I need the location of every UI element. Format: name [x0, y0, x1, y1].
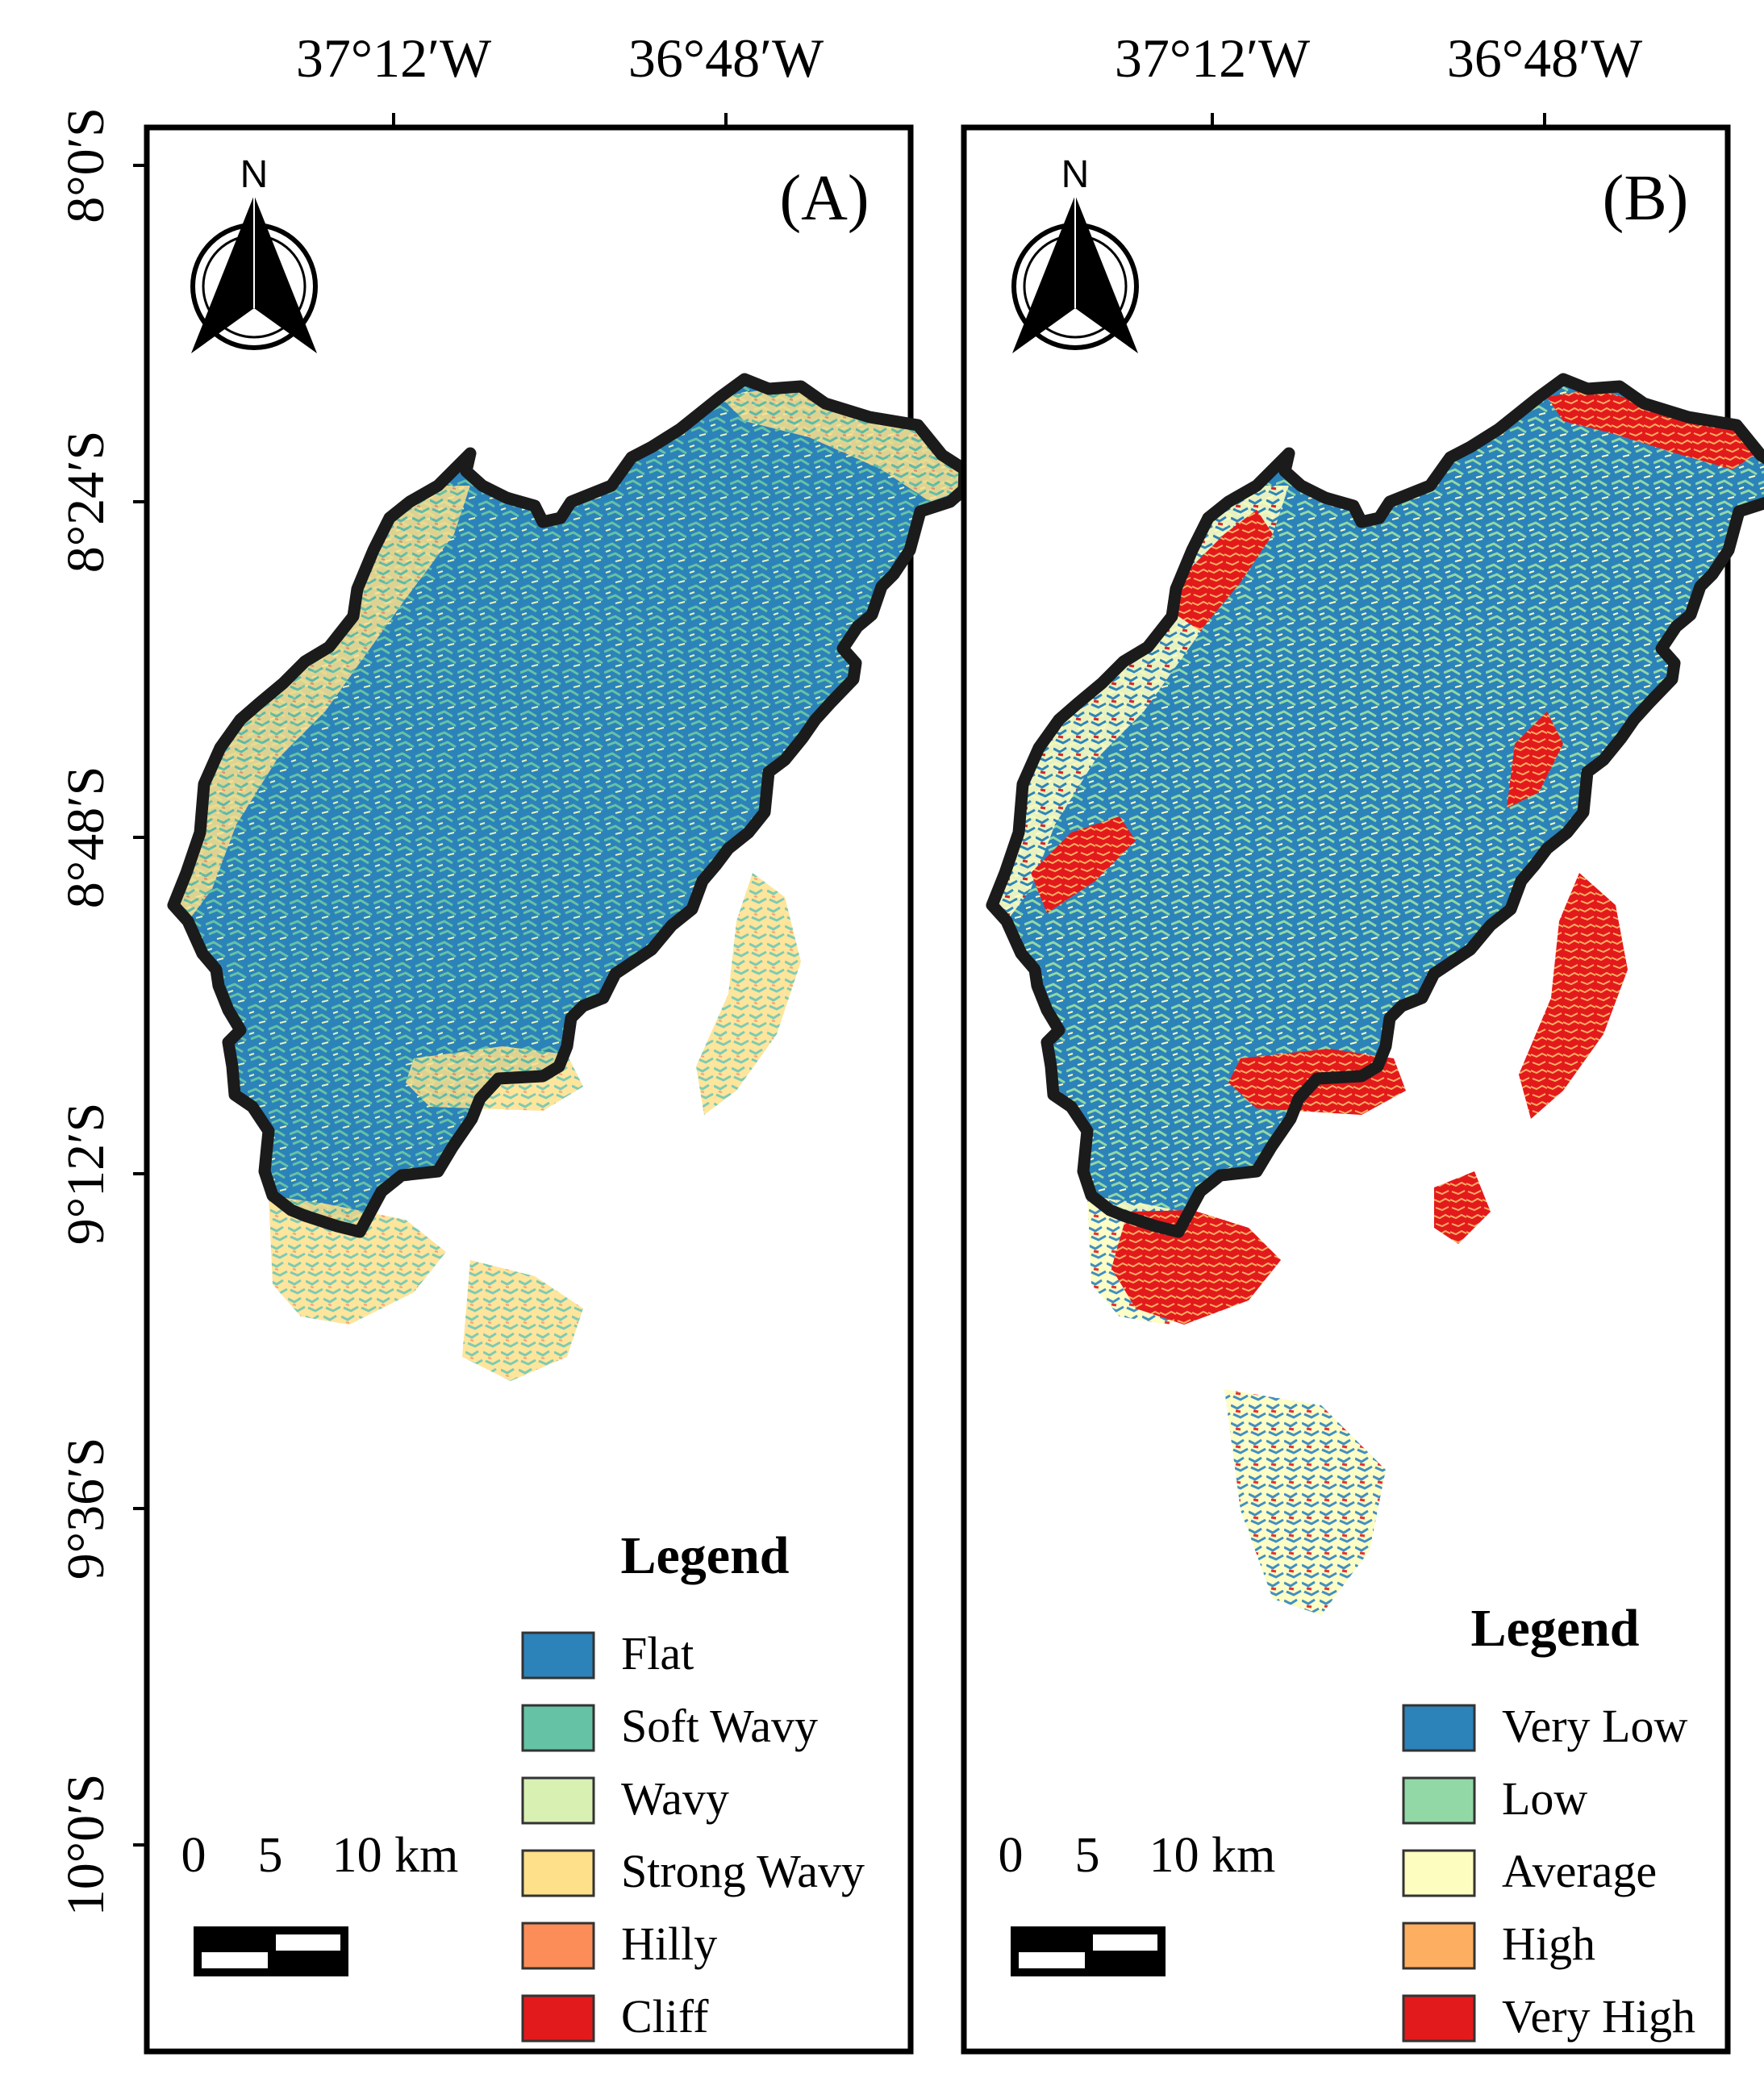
scale-label-0: 0 — [999, 1828, 1024, 1883]
legend-swatch — [521, 1922, 595, 1970]
legend-swatch — [521, 1849, 595, 1897]
legend-swatch — [521, 1631, 595, 1680]
legend-swatch — [1402, 1849, 1476, 1897]
legend-item-label: High — [1502, 1918, 1595, 1970]
lat-label: 9°36′S — [56, 1438, 115, 1580]
slope-class-map — [173, 379, 965, 1381]
legend-a: Legend Flat Soft Wavy Wavy Strong Wavy Hilly… — [521, 1526, 865, 2043]
lon-label: 36°48′W — [1447, 27, 1643, 89]
legend-b: Legend Very Low Low Average High Very High — [1402, 1599, 1695, 2043]
lat-label: 8°48′S — [56, 766, 115, 909]
legend-item-label: Cliff — [621, 1990, 709, 2043]
scale-bar: 0 5 10 km — [181, 1828, 459, 1976]
legend-item-label: Hilly — [621, 1918, 717, 1970]
legend-swatch — [521, 1704, 595, 1752]
legend-swatch — [1402, 1922, 1476, 1970]
north-label: N — [1061, 153, 1090, 196]
legend-b-title: Legend — [1470, 1599, 1639, 1658]
lat-label: 10°0′S — [56, 1774, 115, 1917]
lon-label: 37°12′W — [296, 27, 492, 89]
scale-bar: 0 5 10 km — [999, 1828, 1276, 1976]
legend-item-label: Soft Wavy — [621, 1700, 818, 1752]
lat-label: 9°12′S — [56, 1103, 115, 1246]
legend-item-label: Very High — [1502, 1990, 1695, 2043]
legend-item-label: Low — [1502, 1772, 1587, 1825]
legend-item-label: Strong Wavy — [621, 1845, 865, 1897]
panel-b: (B) N — [961, 124, 1764, 2055]
scale-label-5: 5 — [1075, 1828, 1100, 1883]
longitude-axis-a: 37°12′W 36°48′W — [296, 27, 824, 127]
lon-label: 37°12′W — [1115, 27, 1311, 89]
north-arrow-icon: N — [190, 153, 318, 353]
panel-a: (A) N 0 5 10 km — [144, 124, 965, 2055]
legend-swatch — [1402, 1704, 1476, 1752]
lat-label: 8°0′S — [56, 107, 115, 223]
legend-item-label: Flat — [621, 1627, 694, 1680]
legend-swatch — [521, 1994, 595, 2043]
legend-item-label: Wavy — [621, 1772, 729, 1825]
scale-label-5: 5 — [258, 1828, 283, 1883]
north-label: N — [240, 153, 269, 196]
vulnerability-map — [992, 379, 1764, 1615]
panel-a-label: (A) — [779, 163, 869, 234]
scale-label-0: 0 — [181, 1828, 206, 1883]
scale-label-10km: 10 km — [1149, 1828, 1276, 1883]
legend-a-title: Legend — [620, 1526, 789, 1585]
legend-item-label: Average — [1502, 1845, 1657, 1897]
legend-item-label: Very Low — [1502, 1700, 1687, 1752]
latitude-axis: 8°0′S 8°24′S 8°48′S 9°12′S 9°36′S 10°0′S — [56, 107, 147, 1916]
lat-label: 8°24′S — [56, 431, 115, 574]
legend-swatch — [521, 1776, 595, 1825]
legend-swatch — [1402, 1994, 1476, 2043]
legend-swatch — [1402, 1776, 1476, 1825]
lon-label: 36°48′W — [628, 27, 824, 89]
north-arrow-icon: N — [1011, 153, 1139, 353]
scale-label-10km: 10 km — [332, 1828, 459, 1883]
longitude-axis-b: 37°12′W 36°48′W — [1115, 27, 1643, 127]
panel-b-label: (B) — [1603, 163, 1689, 234]
